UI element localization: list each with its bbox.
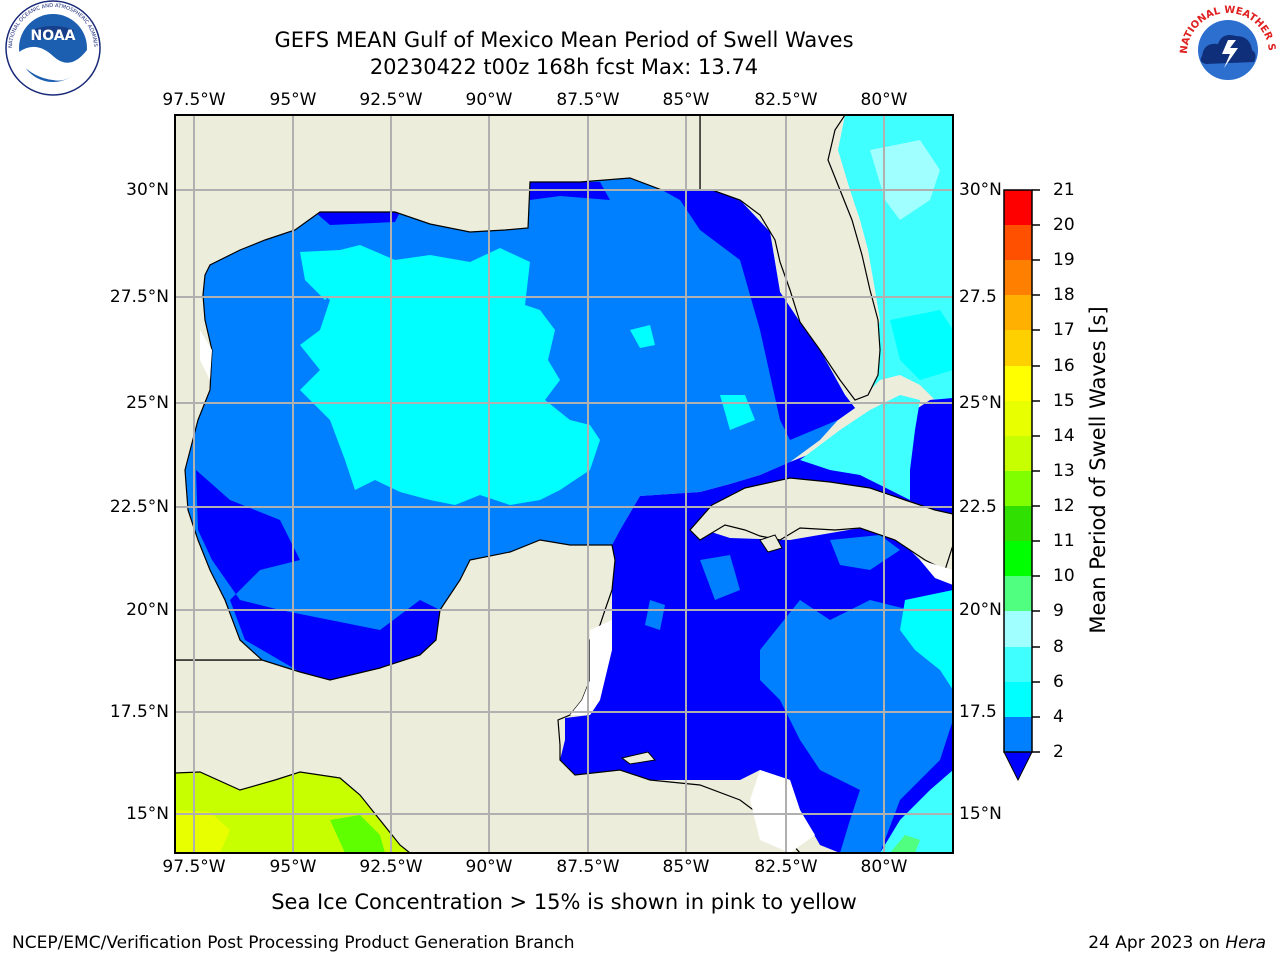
lat-label-right: 15°N (959, 804, 1002, 824)
colorbar-tick: 13 (1053, 461, 1075, 481)
colorbar-tick: 14 (1053, 426, 1075, 446)
lat-label-right: 25°N (959, 393, 1002, 413)
date-stamp: 24 Apr 2023 on Hera (1088, 933, 1266, 953)
colorbar-tick: 8 (1053, 637, 1064, 657)
lat-label-left: 15°N (126, 804, 169, 824)
lat-label-left: 20°N (126, 600, 169, 620)
colorbar-tick: 12 (1053, 496, 1075, 516)
colorbar-tick: 10 (1053, 566, 1075, 586)
sea-ice-note: Sea Ice Concentration > 15% is shown in … (271, 890, 857, 914)
colorbar-tick: 17 (1053, 320, 1075, 340)
lon-label-bottom: 97.5°W (162, 857, 226, 877)
lon-label-top: 82.5°W (754, 90, 818, 110)
lon-label-bottom: 82.5°W (754, 857, 818, 877)
colorbar-tick: 2 (1053, 742, 1064, 762)
colorbar (1003, 189, 1040, 782)
nws-logo: NATIONAL WEATHER SERVICE (1178, 2, 1277, 96)
noaa-logo-text: NOAA (31, 28, 76, 44)
lon-label-bottom: 90°W (465, 857, 513, 877)
lon-label-top: 90°W (465, 90, 513, 110)
us-gulf-coast (175, 115, 701, 661)
colorbar-tick: 15 (1053, 391, 1075, 411)
chart-title: GEFS MEAN Gulf of Mexico Mean Period of … (274, 28, 854, 52)
florida (699, 115, 881, 401)
lon-label-top: 87.5°W (556, 90, 620, 110)
credit-text: NCEP/EMC/Verification Post Processing Pr… (12, 933, 575, 953)
lat-label-right: 22.5 (959, 497, 997, 517)
colorbar-tick: 21 (1053, 180, 1075, 200)
colorbar-tick: 19 (1053, 250, 1075, 270)
gulf-cyan-core (300, 245, 600, 505)
colorbar-tick: 6 (1053, 672, 1064, 692)
colorbar-tick: 4 (1053, 707, 1064, 727)
lat-label-left: 25°N (126, 393, 169, 413)
machine-name: Hera (1225, 933, 1266, 953)
lon-label-bottom: 92.5°W (359, 857, 423, 877)
lon-label-bottom: 85°W (662, 857, 710, 877)
lon-label-top: 97.5°W (162, 90, 226, 110)
colorbar-tick: 9 (1053, 601, 1064, 621)
lon-label-top: 85°W (662, 90, 710, 110)
lat-label-left: 17.5°N (109, 702, 169, 722)
colorbar-tick: 18 (1053, 285, 1075, 305)
lat-label-left: 27.5°N (109, 287, 169, 307)
colorbar-tick: 16 (1053, 356, 1075, 376)
map-frame (174, 114, 954, 854)
colorbar-label: Mean Period of Swell Waves [s] (1086, 306, 1110, 634)
lon-label-top: 95°W (269, 90, 317, 110)
lon-label-top: 80°W (860, 90, 908, 110)
lon-label-bottom: 80°W (860, 857, 908, 877)
lon-label-top: 92.5°W (359, 90, 423, 110)
lat-label-right: 20°N (959, 600, 1002, 620)
chart-subtitle: 20230422 t00z 168h fcst Max: 13.74 (369, 55, 759, 79)
lon-label-bottom: 87.5°W (556, 857, 620, 877)
cuba (689, 477, 953, 571)
lat-label-right: 17.5 (959, 702, 997, 722)
date-text: 24 Apr 2023 on (1088, 933, 1220, 953)
colorbar-tick: 11 (1053, 531, 1075, 551)
colorbar-tick: 20 (1053, 215, 1075, 235)
noaa-logo: NOAA NATIONAL OCEANIC AND ATMOSPHERIC AD… (2, 0, 101, 96)
lat-label-right: 30°N (959, 180, 1002, 200)
lon-label-bottom: 95°W (269, 857, 317, 877)
lat-label-left: 30°N (126, 180, 169, 200)
lat-label-right: 27.5 (959, 287, 997, 307)
lat-label-left: 22.5°N (109, 497, 169, 517)
graticule (175, 115, 953, 853)
